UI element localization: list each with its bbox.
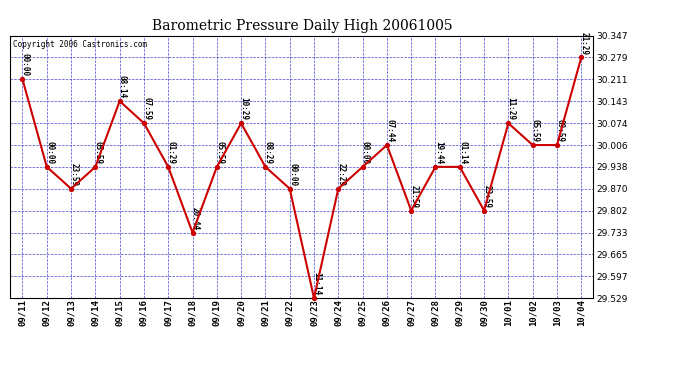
Text: 19:44: 19:44	[434, 141, 443, 164]
Text: 23:59: 23:59	[70, 163, 79, 186]
Title: Barometric Pressure Daily High 20061005: Barometric Pressure Daily High 20061005	[152, 19, 452, 33]
Text: 05:59: 05:59	[94, 141, 103, 164]
Text: 21:29: 21:29	[580, 32, 589, 55]
Text: 21:59: 21:59	[409, 184, 418, 208]
Text: 23:59: 23:59	[482, 184, 491, 208]
Text: 20:44: 20:44	[191, 207, 200, 230]
Text: Copyright 2006 Castronics.com: Copyright 2006 Castronics.com	[13, 40, 148, 49]
Text: 00:00: 00:00	[21, 53, 30, 76]
Text: 00:00: 00:00	[45, 141, 54, 164]
Text: 05:59: 05:59	[531, 119, 540, 142]
Text: 01:14: 01:14	[458, 141, 467, 164]
Text: 11:29: 11:29	[506, 98, 515, 120]
Text: 07:44: 07:44	[385, 119, 394, 142]
Text: 10:29: 10:29	[239, 98, 248, 120]
Text: 05:59: 05:59	[215, 141, 224, 164]
Text: 07:59: 07:59	[142, 98, 151, 120]
Text: 00:00: 00:00	[361, 141, 370, 164]
Text: 08:14: 08:14	[118, 75, 127, 98]
Text: 08:29: 08:29	[264, 141, 273, 164]
Text: 00:00: 00:00	[288, 163, 297, 186]
Text: 09:59: 09:59	[555, 119, 564, 142]
Text: 11:14: 11:14	[313, 272, 322, 296]
Text: 01:29: 01:29	[166, 141, 175, 164]
Text: 22:29: 22:29	[337, 163, 346, 186]
